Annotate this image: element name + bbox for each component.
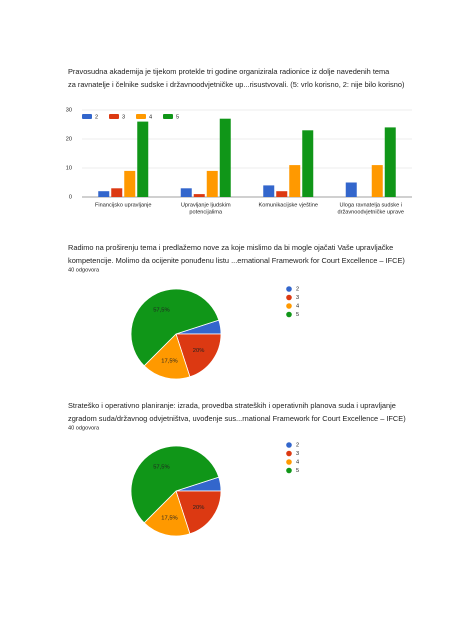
- pie-slice: [130, 288, 220, 367]
- chart-title: kompetencije. Molimo da ocijenite ponuđe…: [68, 256, 405, 265]
- legend-swatch: [82, 114, 92, 119]
- bar: [98, 191, 110, 197]
- legend-label: 3: [122, 114, 125, 120]
- legend-label: 4: [296, 303, 299, 309]
- pie-slice: [175, 490, 222, 535]
- response-count: 40 odgovora: [68, 425, 100, 431]
- y-tick-label: 30: [66, 107, 72, 113]
- pie-slice: [130, 445, 220, 524]
- x-tick-label: državnoodvjetničke uprave: [337, 209, 404, 215]
- bar: [345, 182, 357, 197]
- chart-title: za ravnatelje i čelnike sudske i državno…: [68, 80, 404, 89]
- bar: [180, 188, 192, 197]
- legend-label: 4: [296, 459, 299, 465]
- bar: [111, 188, 123, 197]
- legend-label: 5: [296, 312, 299, 318]
- bar: [384, 127, 396, 197]
- slice-label: 17,5%: [161, 516, 177, 522]
- legend-swatch: [286, 442, 292, 448]
- y-tick-label: 10: [66, 165, 72, 171]
- slice-label: 57,5%: [153, 465, 169, 471]
- legend-swatch: [286, 303, 292, 309]
- bar: [276, 191, 288, 197]
- legend-label: 2: [296, 286, 299, 292]
- chart-title: zgradom suda/državnog odvjetništva, uvođ…: [68, 414, 406, 423]
- slice-label: 20%: [193, 348, 205, 354]
- legend-label: 2: [95, 114, 98, 120]
- legend-swatch: [286, 294, 292, 301]
- chart-title: Pravosudna akademija je tijekom protekle…: [68, 67, 390, 76]
- y-tick-label: 20: [66, 136, 72, 142]
- legend-label: 3: [296, 295, 299, 301]
- legend-swatch: [286, 311, 292, 318]
- x-tick-label: Upravljanje ljudskim: [181, 202, 231, 208]
- slice-label: 20%: [193, 505, 205, 511]
- legend-swatch: [136, 114, 146, 119]
- slice-label: 57,5%: [153, 308, 169, 314]
- x-tick-label: Financijsko upravljanje: [95, 202, 152, 208]
- chart-title: Strateško i operativno planiranje: izrad…: [68, 401, 396, 410]
- bar: [263, 185, 275, 197]
- legend-swatch: [163, 114, 173, 119]
- bar: [371, 165, 383, 197]
- x-tick-label: Komunikacijske vještine: [259, 202, 318, 208]
- x-tick-label: Uloga ravnatelja sudske i: [340, 202, 403, 208]
- legend-swatch: [286, 450, 292, 457]
- legend-swatch: [286, 286, 292, 292]
- legend-swatch: [286, 467, 292, 474]
- bar: [124, 170, 136, 197]
- legend-label: 5: [176, 114, 179, 120]
- legend-label: 3: [296, 451, 299, 457]
- response-count: 40 odgovora: [68, 267, 100, 273]
- legend-swatch: [286, 459, 292, 465]
- chart-title: Radimo na proširenju tema i predlažemo n…: [68, 243, 393, 252]
- legend-label: 4: [149, 114, 152, 120]
- pie-slice: [143, 333, 191, 380]
- legend-label: 2: [296, 442, 299, 448]
- x-tick-label: potencijalima: [189, 209, 223, 215]
- bar: [219, 118, 231, 197]
- legend-swatch: [109, 114, 119, 119]
- bar: [289, 165, 301, 197]
- legend-label: 5: [296, 468, 299, 474]
- pie-slice: [143, 490, 191, 537]
- y-tick-label: 0: [69, 194, 72, 200]
- bar: [206, 170, 218, 197]
- bar: [137, 121, 149, 197]
- slice-label: 17,5%: [161, 359, 177, 365]
- bar: [302, 130, 314, 197]
- bar: [193, 194, 205, 197]
- pie-slice: [175, 333, 222, 378]
